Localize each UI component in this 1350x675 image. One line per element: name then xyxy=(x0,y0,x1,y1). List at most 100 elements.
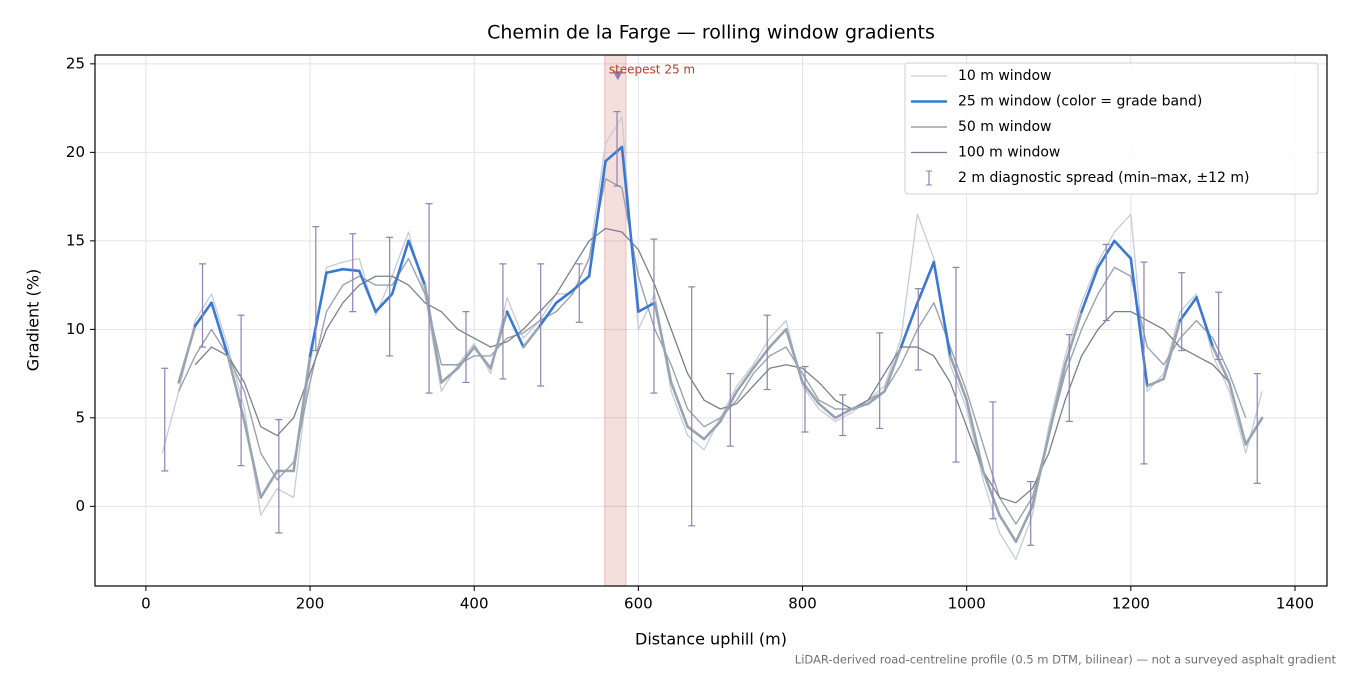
line-segment xyxy=(259,469,279,499)
annotation: steepest 25 m xyxy=(609,63,695,77)
line-segment xyxy=(916,260,936,305)
line-segment xyxy=(193,301,213,328)
line-segment xyxy=(1228,381,1248,446)
error-bar xyxy=(1178,272,1186,352)
error-bar xyxy=(1253,373,1261,484)
line-segment xyxy=(932,260,952,358)
line-segment xyxy=(834,407,854,420)
line-segment xyxy=(1211,345,1231,384)
y-tick-label: 10 xyxy=(66,320,85,338)
error-bar xyxy=(462,311,470,384)
error-bar xyxy=(801,365,809,433)
line-segment xyxy=(719,389,739,423)
line-segment xyxy=(948,354,968,402)
error-bar xyxy=(161,367,169,472)
line-segment xyxy=(210,301,230,358)
line-segment xyxy=(522,324,542,349)
line-segment xyxy=(899,301,919,349)
line-segment xyxy=(341,267,361,273)
line-segment xyxy=(177,324,197,384)
error-bar xyxy=(199,263,207,348)
line-segment xyxy=(538,301,558,328)
error-bar xyxy=(650,238,658,394)
y-tick-label: 5 xyxy=(75,408,85,426)
line-segment xyxy=(637,301,657,313)
line-segment xyxy=(1244,416,1264,446)
line-segment xyxy=(505,310,525,349)
y-tick-label: 20 xyxy=(66,143,85,161)
error-bar xyxy=(688,286,696,527)
legend-label: 50 m window xyxy=(958,119,1051,135)
error-bar xyxy=(613,111,621,187)
error-bar xyxy=(537,263,545,387)
line-segment xyxy=(423,283,443,384)
x-tick-label: 200 xyxy=(296,595,325,613)
x-tick-label: 1000 xyxy=(948,595,986,613)
legend-label: 2 m diagnostic spread (min–max, ±12 m) xyxy=(958,170,1249,186)
y-tick-label: 25 xyxy=(66,54,85,72)
line-segment xyxy=(702,420,722,441)
error-bar xyxy=(237,314,245,467)
line-segment xyxy=(308,271,328,358)
error-bar xyxy=(1215,291,1223,361)
line-segment xyxy=(390,239,410,296)
line-segment xyxy=(965,398,985,473)
error-bar xyxy=(1027,480,1035,546)
series-line xyxy=(178,178,1247,525)
series-line xyxy=(194,227,1230,504)
legend-label: 100 m window xyxy=(958,145,1060,161)
x-tick-label: 400 xyxy=(460,595,489,613)
line-segment xyxy=(587,159,607,278)
error-bar xyxy=(1102,243,1110,322)
line-segment xyxy=(226,354,246,423)
error-bar xyxy=(312,226,320,352)
line-segment xyxy=(357,269,378,313)
error-bar xyxy=(1065,334,1073,422)
error-bar xyxy=(952,266,960,463)
line-segment xyxy=(554,289,574,305)
error-bar xyxy=(876,332,884,430)
footnote: LiDAR-derived road-centreline profile (0… xyxy=(795,653,1337,667)
x-axis-label: Distance uphill (m) xyxy=(635,630,787,649)
line-segment xyxy=(1145,377,1165,388)
line-segment xyxy=(472,345,492,370)
line-segment xyxy=(669,381,689,429)
error-bar xyxy=(1140,261,1148,465)
line-segment xyxy=(653,301,673,384)
x-tick-label: 0 xyxy=(141,595,151,613)
line-segment xyxy=(604,145,624,163)
error-bar xyxy=(575,263,583,323)
line-segment xyxy=(620,145,640,313)
line-segment xyxy=(243,420,263,499)
x-tick-label: 600 xyxy=(624,595,653,613)
line-segment xyxy=(735,366,755,393)
legend-label: 25 m window (color = grade band) xyxy=(958,94,1202,110)
y-tick-label: 15 xyxy=(66,231,85,249)
error-bar xyxy=(726,373,734,447)
line-segment xyxy=(1195,296,1215,349)
line-segment xyxy=(686,425,706,441)
line-segment xyxy=(489,310,509,370)
line-segment xyxy=(571,274,591,292)
error-bar xyxy=(425,203,433,394)
error-bar xyxy=(763,314,771,391)
line-segment xyxy=(407,239,427,287)
error-bar xyxy=(275,419,283,534)
x-tick-label: 800 xyxy=(788,595,817,613)
line-segment xyxy=(1178,296,1198,322)
error-bar xyxy=(386,236,394,357)
line-segment xyxy=(981,469,1001,517)
line-segment xyxy=(440,366,460,384)
line-segment xyxy=(1129,257,1149,388)
series-line xyxy=(161,116,1263,561)
legend-box xyxy=(904,62,1319,195)
x-tick-label: 1400 xyxy=(1276,595,1314,613)
error-bar xyxy=(839,394,847,437)
chart-title: Chemin de la Farge — rolling window grad… xyxy=(487,22,935,44)
legend-label: 10 m window xyxy=(958,68,1051,84)
error-bar xyxy=(499,263,507,380)
legend: 10 m window 25 m window (color = grade ba… xyxy=(904,62,1319,195)
line-segment xyxy=(817,402,837,420)
